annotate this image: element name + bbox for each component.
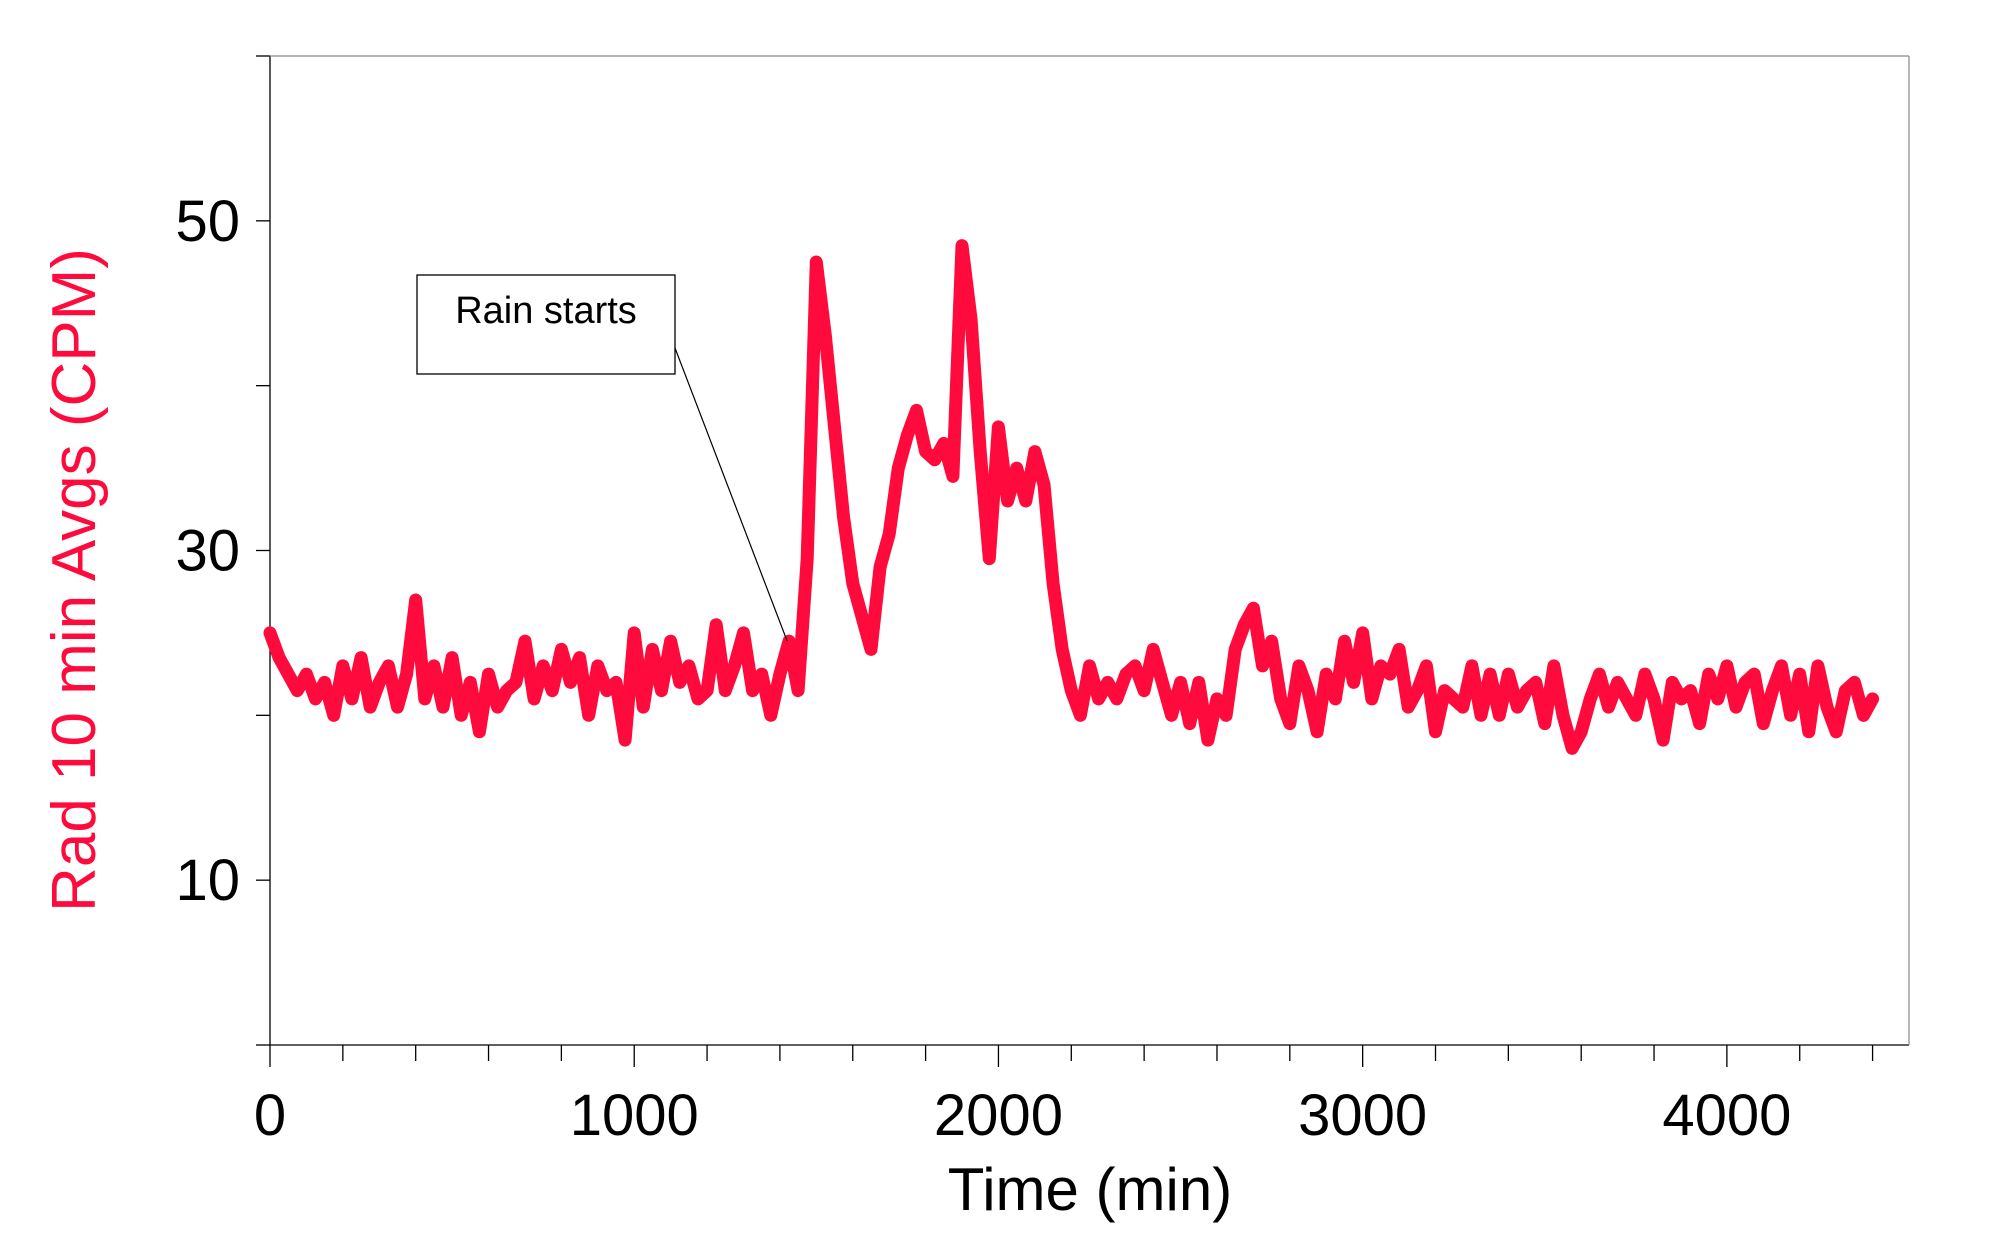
y-tick-label: 30: [175, 519, 240, 584]
series-line: [263, 239, 1880, 755]
ticks: [256, 55, 1874, 1067]
x-tick-label: 2000: [934, 1083, 1063, 1148]
x-axis-label: Time (min): [948, 1156, 1232, 1223]
annotation: Rain starts: [416, 274, 788, 642]
y-tick-label: 10: [175, 848, 240, 913]
axes: [269, 55, 1910, 1046]
x-tick-label: 0: [254, 1083, 286, 1148]
x-tick-label: 3000: [1298, 1083, 1427, 1148]
annotation-text: Rain starts: [455, 290, 637, 332]
annotation-leader-line: [674, 347, 788, 642]
x-tick-label: 4000: [1662, 1083, 1791, 1148]
tick-labels: 0 1000 2000 3000 4000 10 30 50: [175, 189, 1791, 1148]
x-tick-label: 1000: [570, 1083, 699, 1148]
y-tick-label: 50: [175, 189, 240, 254]
y-axis-label: Rad 10 min Avgs (CPM): [40, 248, 109, 912]
annotation-box: [416, 274, 676, 375]
